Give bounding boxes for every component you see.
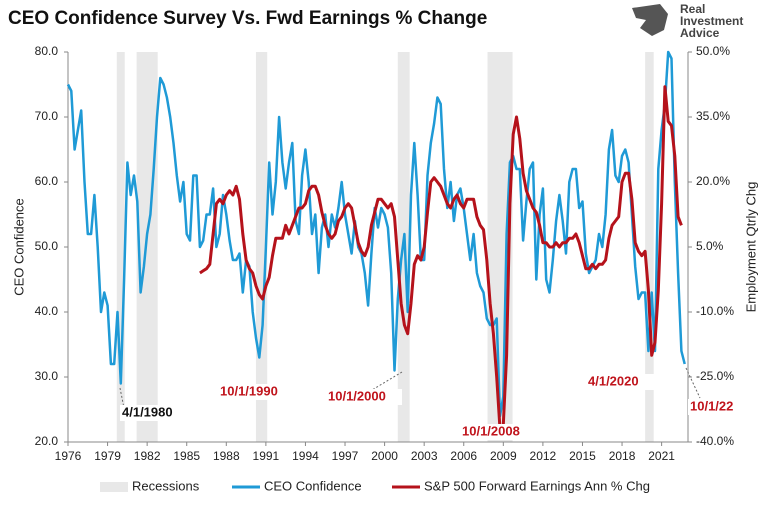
annotation: 4/1/2020 [588,373,639,388]
y-tick-label: 80.0 [35,44,59,58]
logo-icon [632,4,668,36]
leader-line [119,387,125,409]
y-tick-label: 20.0 [35,434,59,448]
y2-tick-label: 35.0% [696,109,730,123]
y2-axis-label: Employment Qtrly Chg [743,182,758,313]
x-tick-label: 2000 [371,449,398,463]
y2-tick-label: -25.0% [696,369,734,383]
recession-band [645,52,654,442]
x-tick-label: 1976 [55,449,82,463]
x-tick-label: 2003 [411,449,438,463]
x-tick-label: 1991 [253,449,280,463]
legend-swatch [100,482,128,492]
x-tick-label: 1994 [292,449,319,463]
y2-tick-label: -10.0% [696,304,734,318]
logo-text: Investment [680,14,743,28]
annotation: 4/1/1980 [122,404,173,419]
y-tick-label: 30.0 [35,369,59,383]
x-tick-label: 2018 [609,449,636,463]
x-tick-label: 2009 [490,449,517,463]
y2-tick-label: -40.0% [696,434,734,448]
x-tick-label: 2012 [530,449,557,463]
logo-text: Advice [680,26,720,40]
logo: Real Investment Advice [632,2,743,40]
annotation-bg [120,405,188,421]
y-tick-label: 60.0 [35,174,59,188]
x-tick-label: 1985 [173,449,200,463]
legend-label: CEO Confidence [264,478,362,493]
y2-tick-label: 50.0% [696,44,730,58]
annotation: 10/1/2000 [328,388,386,403]
y-tick-label: 70.0 [35,109,59,123]
y-tick-label: 50.0 [35,239,59,253]
y2-tick-label: 20.0% [696,174,730,188]
x-tick-label: 1988 [213,449,240,463]
annotation-bg [326,389,402,405]
chart-title: CEO Confidence Survey Vs. Fwd Earnings %… [8,8,487,29]
y2-tick-label: 5.0% [696,239,724,253]
legend-label: S&P 500 Forward Earnings Ann % Chg [424,478,650,493]
x-tick-label: 1979 [94,449,121,463]
annotation: 10/1/2008 [462,423,520,438]
leader-line [685,367,701,399]
recession-band [116,52,125,442]
series-line [199,85,683,431]
x-tick-label: 1997 [332,449,359,463]
x-tick-label: 1982 [134,449,161,463]
annotation: 10/1/22 [690,398,733,413]
x-tick-label: 2021 [648,449,675,463]
annotation-bg [586,374,654,390]
annotation-bg [218,384,294,400]
annotation: 10/1/1990 [220,383,278,398]
x-tick-label: 2015 [569,449,596,463]
recession-band [136,52,158,442]
logo-text: Real [680,2,705,16]
y-tick-label: 40.0 [35,304,59,318]
y-axis-label: CEO Confidence [11,198,26,296]
recession-band [255,52,268,442]
annotation-bg [460,424,536,440]
x-tick-label: 2006 [450,449,477,463]
annotation-bg [688,399,748,415]
series-line [66,50,686,418]
leader-line [371,371,403,391]
legend-label: Recessions [132,478,200,493]
